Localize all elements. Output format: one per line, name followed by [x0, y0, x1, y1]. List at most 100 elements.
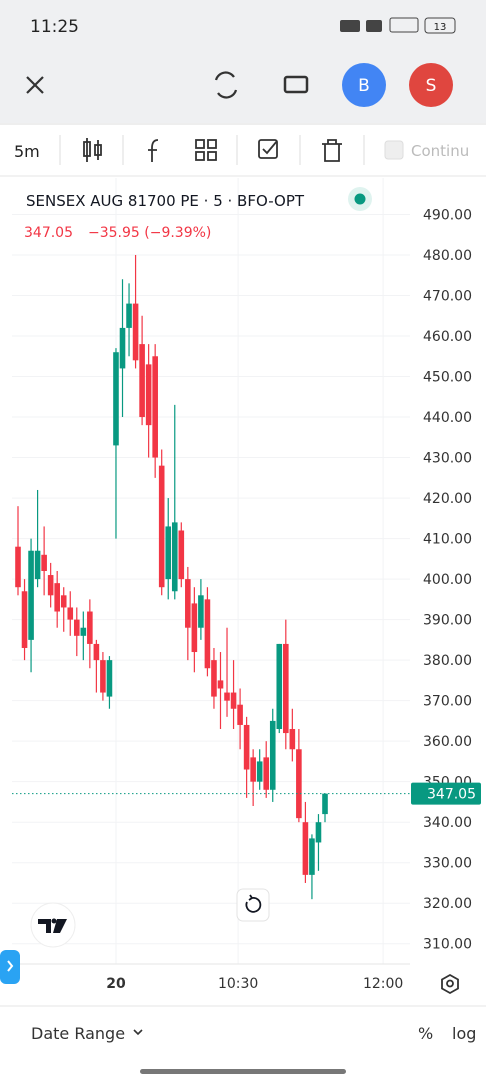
candle-body	[204, 599, 211, 669]
x-tick-label: 10:30	[218, 976, 258, 992]
candle-body	[34, 550, 41, 580]
candle-body	[106, 660, 113, 697]
candle-body	[171, 522, 178, 592]
candle-body	[152, 356, 158, 458]
x-tick-label: 12:00	[363, 976, 403, 992]
reset-button[interactable]	[236, 888, 270, 922]
candle-body	[283, 643, 289, 734]
continue-checkbox[interactable]	[384, 140, 404, 160]
candle-body	[178, 530, 185, 580]
y-tick-label: 470.00	[423, 288, 472, 304]
y-tick-label: 430.00	[423, 451, 472, 467]
candle-body	[119, 327, 126, 369]
candle-body	[243, 724, 250, 770]
candle-body	[269, 720, 276, 790]
candle-body	[73, 619, 80, 636]
candle-body	[113, 352, 119, 446]
y-tick-label: 320.00	[423, 896, 472, 912]
last-price-label: 347.05	[427, 787, 476, 803]
layout-button[interactable]	[283, 75, 309, 94]
y-tick-label: 380.00	[423, 653, 472, 669]
settings-icon	[446, 979, 454, 988]
candle-body	[41, 554, 47, 571]
y-tick-label: 450.00	[423, 370, 472, 386]
refresh-button[interactable]	[214, 71, 238, 99]
battery: 13	[434, 22, 447, 33]
y-tick-label: 420.00	[423, 491, 472, 507]
reset-icon	[245, 894, 262, 913]
candle-body	[230, 692, 237, 709]
avatar-b-label: B	[358, 76, 370, 96]
candle-body	[211, 660, 217, 697]
status-dot	[354, 193, 366, 205]
candle-body	[126, 303, 132, 328]
candle-body	[322, 793, 328, 815]
candle-body	[93, 643, 100, 661]
candle-body	[315, 822, 322, 843]
top-area	[0, 0, 486, 123]
continue-label: Continu	[411, 142, 469, 160]
avatar-s[interactable]	[409, 63, 453, 107]
candle-body	[309, 838, 315, 875]
percent-toggle[interactable]: %	[418, 1024, 433, 1043]
x-tick-label: 20	[106, 976, 126, 992]
home-indicator	[140, 1069, 346, 1074]
y-tick-label: 490.00	[423, 207, 472, 223]
tv-logo	[30, 902, 76, 948]
candle-body	[60, 595, 67, 608]
candle-body	[158, 465, 165, 588]
avatar-b[interactable]	[342, 63, 386, 107]
candle-body	[15, 546, 21, 588]
side-tab-icon	[7, 960, 14, 972]
candle-body	[80, 627, 87, 636]
candle-body	[139, 344, 145, 418]
candle-body	[165, 526, 172, 580]
settings-button[interactable]	[441, 973, 459, 995]
y-tick-label: 370.00	[423, 694, 472, 710]
y-tick-label: 440.00	[423, 410, 472, 426]
symbol: SENSEX AUG 81700 PE · 5 · BFO-OPT	[26, 192, 305, 210]
date-range-caret	[133, 1029, 143, 1036]
last-price-box	[411, 782, 481, 805]
y-tick-label: 460.00	[423, 329, 472, 345]
status-icons	[340, 17, 456, 34]
y-tick-label: 390.00	[423, 613, 472, 629]
candle-body	[87, 611, 93, 644]
y-tick-label: 400.00	[423, 572, 472, 588]
candle-body	[263, 757, 270, 790]
plot: 310.00320.00330.00340.00350.00360.00370.…	[12, 178, 481, 992]
candle-body	[237, 704, 243, 725]
candle-body	[289, 729, 296, 750]
date-range[interactable]: Date Range	[31, 1024, 125, 1043]
toolbar-icons[interactable]	[83, 138, 342, 162]
time: 11:25	[30, 17, 79, 37]
interval[interactable]: 5m	[14, 142, 40, 161]
y-tick-label: 410.00	[423, 532, 472, 548]
candle-body	[67, 607, 74, 620]
candle-body	[47, 575, 54, 596]
candle-body	[100, 660, 106, 693]
close-button[interactable]	[26, 76, 44, 94]
y-tick-label: 310.00	[423, 937, 472, 953]
candle-body	[145, 364, 152, 426]
candle-body	[28, 550, 34, 640]
price: 347.05	[24, 225, 73, 241]
candle-body	[224, 692, 230, 701]
candle-body	[250, 757, 256, 782]
y-tick-label: 360.00	[423, 734, 472, 750]
candle-body	[191, 603, 198, 653]
avatar-s-label: S	[426, 76, 437, 96]
candle-body	[21, 591, 28, 648]
candle-body	[296, 749, 302, 819]
change: −35.95 (−9.39%)	[88, 225, 211, 241]
candle-body	[217, 680, 224, 689]
candle-body	[132, 303, 139, 361]
log-toggle[interactable]: log	[452, 1024, 476, 1043]
y-tick-label: 330.00	[423, 856, 472, 872]
y-tick-label: 340.00	[423, 815, 472, 831]
y-tick-label: 480.00	[423, 248, 472, 264]
candle-body	[302, 822, 309, 875]
toolbar-separators	[59, 135, 365, 165]
candle-body	[276, 643, 283, 730]
